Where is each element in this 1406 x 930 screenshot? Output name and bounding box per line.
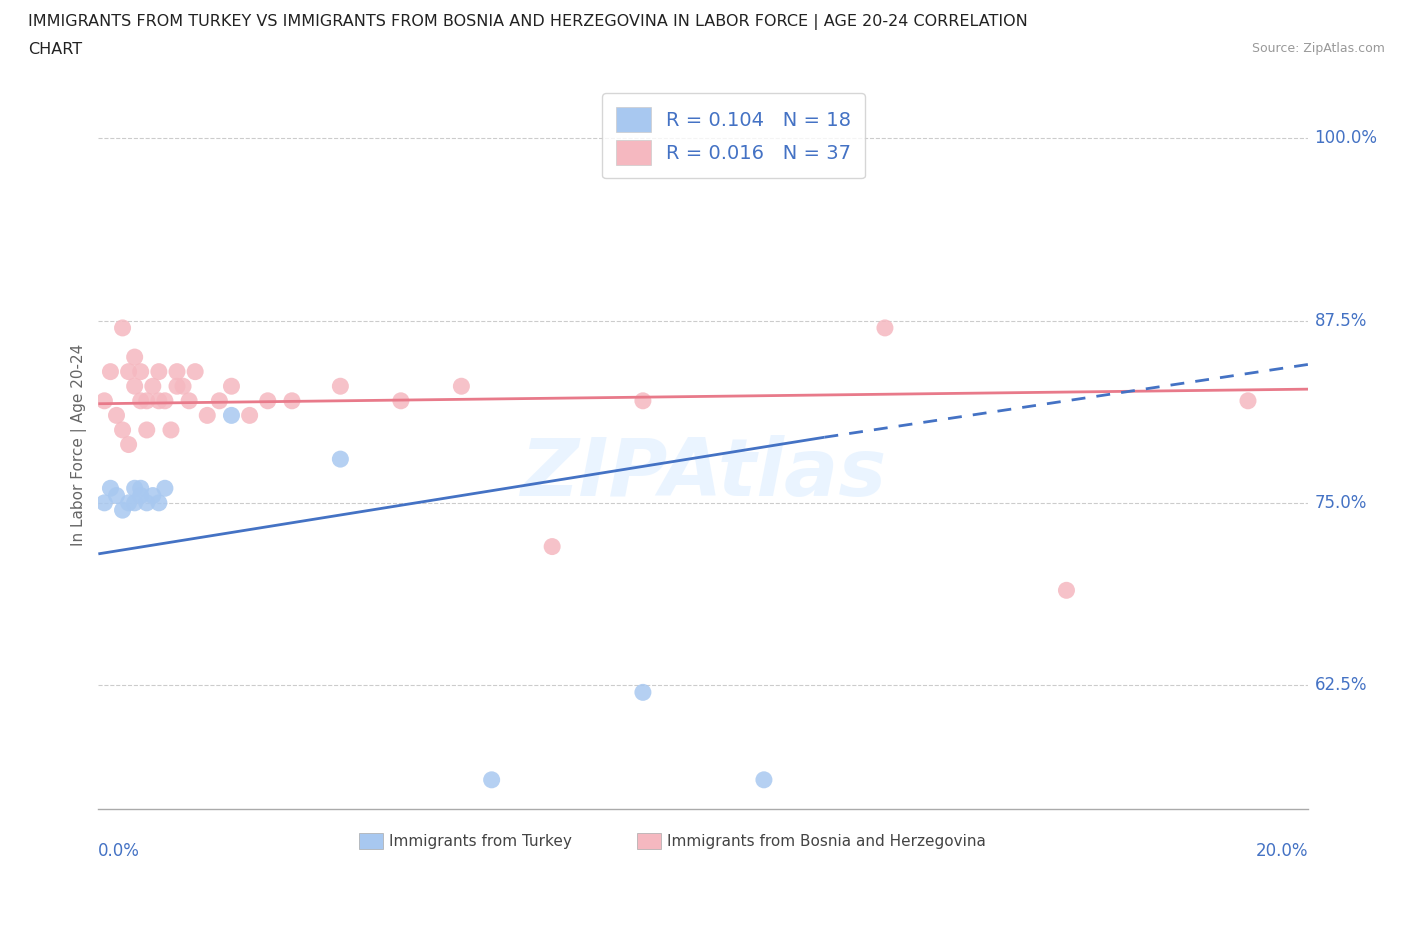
Point xyxy=(148,365,170,379)
Legend: R = 0.104   N = 18, R = 0.016   N = 37: R = 0.104 N = 18, R = 0.016 N = 37 xyxy=(602,94,865,179)
Point xyxy=(111,422,134,437)
Point xyxy=(329,379,352,393)
Point xyxy=(111,503,134,518)
Point xyxy=(117,437,139,452)
Point xyxy=(129,365,152,379)
Point xyxy=(111,321,134,336)
Point xyxy=(541,539,564,554)
Point xyxy=(179,393,201,408)
Point xyxy=(142,488,165,503)
Text: 87.5%: 87.5% xyxy=(1315,312,1367,329)
Point xyxy=(221,408,243,423)
Point xyxy=(195,408,218,423)
Point xyxy=(208,393,231,408)
Point xyxy=(93,393,115,408)
Point xyxy=(239,408,262,423)
Point xyxy=(1056,583,1078,598)
Point xyxy=(172,379,194,393)
Point xyxy=(100,481,122,496)
Point xyxy=(124,481,146,496)
Point xyxy=(389,393,412,408)
Point xyxy=(329,452,352,467)
Point xyxy=(873,321,896,336)
Point xyxy=(481,773,503,788)
Point xyxy=(142,379,165,393)
Point xyxy=(752,773,775,788)
Point xyxy=(129,393,152,408)
Point xyxy=(129,481,152,496)
Point xyxy=(135,422,157,437)
Point xyxy=(93,496,115,511)
Text: 0.0%: 0.0% xyxy=(98,842,141,859)
Text: Immigrants from Bosnia and Herzegovina: Immigrants from Bosnia and Herzegovina xyxy=(666,833,986,848)
Text: IMMIGRANTS FROM TURKEY VS IMMIGRANTS FROM BOSNIA AND HERZEGOVINA IN LABOR FORCE : IMMIGRANTS FROM TURKEY VS IMMIGRANTS FRO… xyxy=(28,14,1028,30)
FancyBboxPatch shape xyxy=(637,833,661,849)
Point xyxy=(256,393,278,408)
Point xyxy=(631,684,654,699)
Point xyxy=(148,496,170,511)
Point xyxy=(166,365,188,379)
Point xyxy=(148,393,170,408)
Point xyxy=(281,393,304,408)
Point xyxy=(153,481,176,496)
Point xyxy=(166,379,188,393)
Point xyxy=(129,488,152,503)
Text: 75.0%: 75.0% xyxy=(1315,494,1367,512)
Point xyxy=(124,496,146,511)
Text: ZIPAtlas: ZIPAtlas xyxy=(520,434,887,512)
Point xyxy=(1237,393,1260,408)
Text: 20.0%: 20.0% xyxy=(1256,842,1309,859)
Point xyxy=(124,379,146,393)
Point xyxy=(153,393,176,408)
Point xyxy=(117,496,139,511)
Point xyxy=(105,488,128,503)
FancyBboxPatch shape xyxy=(359,833,382,849)
Text: CHART: CHART xyxy=(28,42,82,57)
Text: 62.5%: 62.5% xyxy=(1315,676,1367,694)
Point xyxy=(117,365,139,379)
Point xyxy=(450,379,472,393)
Point xyxy=(135,496,157,511)
Point xyxy=(105,408,128,423)
Point xyxy=(124,350,146,365)
Text: Immigrants from Turkey: Immigrants from Turkey xyxy=(389,833,572,848)
Point xyxy=(221,379,243,393)
Point xyxy=(631,393,654,408)
Point xyxy=(100,365,122,379)
Point xyxy=(184,365,207,379)
Text: Source: ZipAtlas.com: Source: ZipAtlas.com xyxy=(1251,42,1385,55)
Point xyxy=(160,422,183,437)
Point xyxy=(135,393,157,408)
Y-axis label: In Labor Force | Age 20-24: In Labor Force | Age 20-24 xyxy=(72,343,87,546)
Text: 100.0%: 100.0% xyxy=(1315,129,1378,148)
